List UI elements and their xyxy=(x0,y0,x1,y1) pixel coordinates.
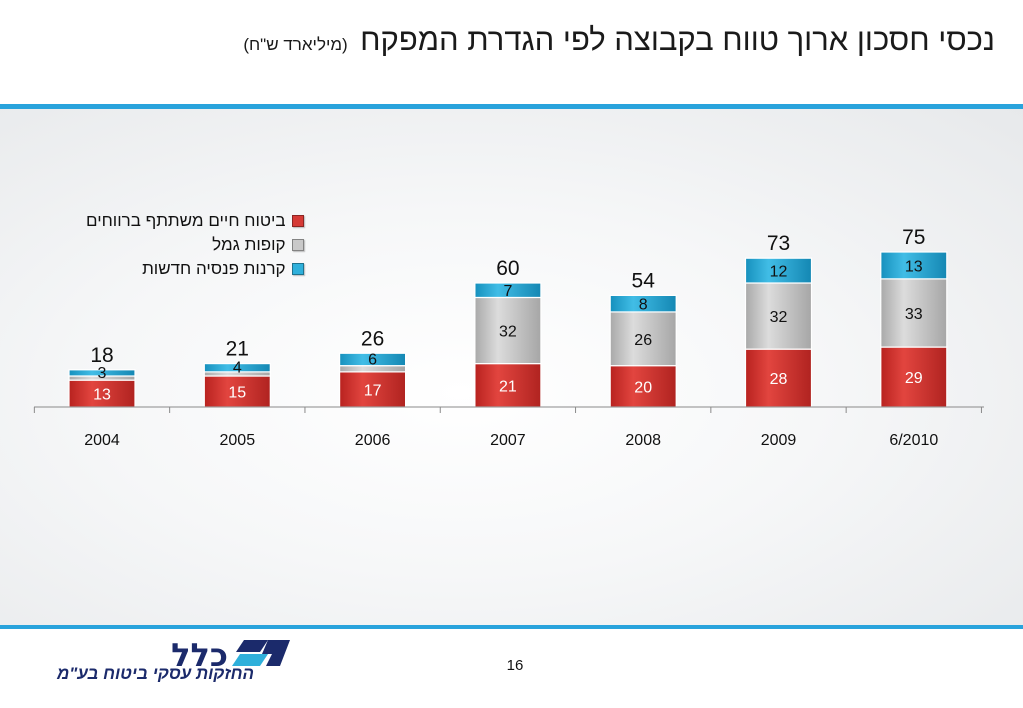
data-label-life-insurance-2007: 21 xyxy=(499,378,517,395)
bar-life-insurance-2008 xyxy=(609,365,677,408)
x-tick-label-2007: 2007 xyxy=(490,432,526,449)
slide-title: נכסי חסכון ארוך טווח בקבוצה לפי הגדרת המ… xyxy=(60,22,995,58)
bottom-accent-rule xyxy=(0,625,1023,629)
logo-tagline: החזקות עסקי ביטוח בע"מ xyxy=(56,664,254,683)
data-label-life-insurance-2008: 20 xyxy=(634,379,652,396)
bar-pension-funds-2009 xyxy=(744,257,813,284)
bar-pension-funds-2005 xyxy=(203,363,271,373)
total-label-2004: 18 xyxy=(90,344,113,367)
data-label-pension-funds-2004: 3 xyxy=(98,365,107,382)
page-number: 16 xyxy=(506,657,524,674)
logo-wordmark: כלל xyxy=(171,636,228,674)
chart-legend: ביטוח חיים משתתף ברווחים קופות גמל קרנות… xyxy=(86,209,304,281)
bar-pension-funds-2008 xyxy=(609,294,677,313)
data-label-life-insurance-6-2010: 29 xyxy=(905,370,923,387)
total-label-6-2010: 75 xyxy=(902,226,925,249)
data-label-provident-funds-2008: 26 xyxy=(634,332,652,349)
bar-pension-funds-2007 xyxy=(474,282,542,299)
x-tick-label-2009: 2009 xyxy=(761,432,797,449)
title-main: נכסי חסכון ארוך טווח בקבוצה לפי הגדרת המ… xyxy=(360,22,995,57)
company-logo: כלל xyxy=(171,636,290,674)
legend-swatch-life-insurance xyxy=(291,215,304,227)
x-tick-label-2004: 2004 xyxy=(84,432,120,449)
data-label-life-insurance-2006: 17 xyxy=(364,382,382,399)
bar-pension-funds-2006 xyxy=(339,352,407,367)
data-label-provident-funds-6-2010: 33 xyxy=(905,306,923,323)
data-label-provident-funds-2007: 32 xyxy=(499,324,517,341)
legend-item-pension-funds: קרנות פנסיה חדשות xyxy=(86,257,304,281)
x-tick-label-2006: 2006 xyxy=(355,432,391,449)
legend-label-pension-funds: קרנות פנסיה חדשות xyxy=(142,259,286,278)
bar-pension-funds-2004 xyxy=(68,369,136,377)
total-label-2005: 21 xyxy=(226,338,249,361)
legend-item-life-insurance: ביטוח חיים משתתף ברווחים xyxy=(86,209,304,233)
legend-swatch-pension-funds xyxy=(291,263,304,275)
data-label-pension-funds-2008: 8 xyxy=(639,297,648,314)
x-tick-label-2005: 2005 xyxy=(220,432,256,449)
bar-provident-funds-2009 xyxy=(744,282,813,350)
legend-label-provident-funds: קופות גמל xyxy=(212,235,286,254)
legend-label-life-insurance: ביטוח חיים משתתף ברווחים xyxy=(86,211,286,230)
bar-life-insurance-2005 xyxy=(203,375,271,408)
legend-item-provident-funds: קופות גמל xyxy=(86,233,304,257)
data-label-life-insurance-2004: 13 xyxy=(93,387,111,404)
x-tick-label-2008: 2008 xyxy=(625,432,661,449)
legend-swatch-provident-funds xyxy=(291,239,304,251)
title-unit: (מיליארד ש"ח) xyxy=(243,35,348,54)
bar-life-insurance-2006 xyxy=(339,371,407,408)
bar-life-insurance-2009 xyxy=(744,348,813,408)
total-label-2009: 73 xyxy=(767,232,790,255)
data-label-life-insurance-2009: 28 xyxy=(770,371,788,388)
logo-emblem-icon xyxy=(232,640,290,666)
top-accent-rule xyxy=(0,104,1023,109)
data-label-pension-funds-2009: 12 xyxy=(770,264,788,281)
data-label-life-insurance-2005: 15 xyxy=(228,385,246,402)
total-label-2007: 60 xyxy=(496,257,519,280)
bar-provident-funds-2007 xyxy=(474,296,542,365)
data-label-pension-funds-6-2010: 13 xyxy=(905,258,923,275)
data-label-provident-funds-2009: 32 xyxy=(770,309,788,326)
data-label-pension-funds-2005: 4 xyxy=(233,360,242,377)
data-label-pension-funds-2007: 7 xyxy=(503,283,512,300)
stacked-bar-chart: 1331815421176262132760202685428321273293… xyxy=(33,226,984,449)
bar-life-insurance-2004 xyxy=(68,379,136,408)
total-label-2006: 26 xyxy=(361,327,384,350)
x-tick-label-6-2010: 6/2010 xyxy=(889,432,938,449)
total-label-2008: 54 xyxy=(632,269,656,292)
data-label-pension-funds-2006: 6 xyxy=(368,351,377,368)
bar-pension-funds-6-2010 xyxy=(880,251,948,280)
